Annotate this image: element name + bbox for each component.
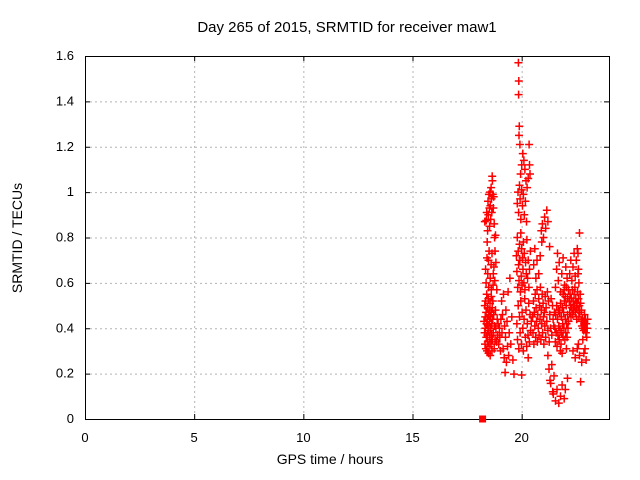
gridlines [85,56,609,419]
x-tick-label: 10 [296,430,310,445]
x-tick-label: 5 [191,430,198,445]
plot-border [85,56,610,420]
scatter-points [480,58,592,408]
x-tick-label: 15 [405,430,419,445]
y-tick-label: 0.8 [56,230,74,245]
y-tick-label: 1.2 [56,139,74,154]
y-tick-label: 0.6 [56,275,74,290]
x-tick-labels: 0 5 10 15 20 [81,430,529,445]
flag-square-marker [479,415,487,423]
y-tick-label: 1.4 [56,93,74,108]
y-tick-label: 0.2 [56,366,74,381]
chart-title: Day 265 of 2015, SRMTID for receiver maw… [197,19,497,36]
y-tick-label: 0 [67,411,74,426]
x-tick-label: 0 [81,430,88,445]
x-tick-label: 20 [514,430,528,445]
y-tick-label: 0.4 [56,320,74,335]
x-axis-label: GPS time / hours [276,451,384,467]
y-tick-label: 1 [67,184,74,199]
y-axis-label: SRMTID / TECUs [9,182,25,294]
y-tick-label: 1.6 [56,48,74,63]
y-tick-labels: 0 0.2 0.4 0.6 0.8 1 1.2 1.4 1.6 [56,48,74,426]
